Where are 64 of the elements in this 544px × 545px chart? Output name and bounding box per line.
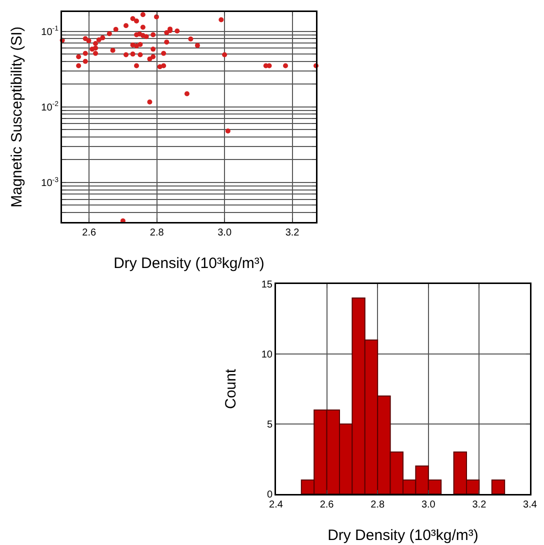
point bbox=[130, 52, 136, 57]
point bbox=[106, 31, 112, 36]
point bbox=[113, 26, 118, 32]
point bbox=[222, 52, 228, 58]
point bbox=[130, 16, 136, 22]
point bbox=[218, 17, 224, 22]
point bbox=[188, 36, 194, 42]
point bbox=[82, 50, 88, 56]
x-tick-label: 2.8 bbox=[370, 500, 385, 510]
point bbox=[96, 37, 102, 42]
point bbox=[147, 56, 152, 62]
point bbox=[100, 35, 106, 40]
x-axis-title: Dry Density (10³kg/m³) bbox=[114, 255, 264, 272]
point bbox=[150, 32, 156, 38]
point bbox=[110, 48, 116, 53]
point bbox=[161, 50, 166, 56]
point bbox=[86, 38, 92, 44]
point bbox=[144, 34, 149, 40]
x-tick-label: 2.6 bbox=[82, 228, 96, 238]
point bbox=[154, 14, 159, 20]
point bbox=[164, 40, 170, 45]
point bbox=[93, 40, 98, 46]
point bbox=[82, 58, 88, 64]
x-tick-label: 2.6 bbox=[320, 500, 334, 510]
point bbox=[138, 42, 143, 47]
point bbox=[82, 36, 88, 42]
x-tick-label: 3.2 bbox=[472, 500, 487, 510]
point bbox=[225, 128, 230, 134]
y-axis-title: Count bbox=[222, 368, 240, 410]
x-axis-title: Dry Density (10³kg/m³) bbox=[328, 527, 478, 544]
y-tick-label: 10 bbox=[261, 350, 273, 360]
y-tick-label: 10$^{-3}$ bbox=[41, 176, 59, 189]
y-axis-title: Magnetic Susceptibility (SI) bbox=[8, 26, 26, 208]
y-tick-label: 10$^{-2}$ bbox=[41, 101, 59, 114]
point bbox=[124, 52, 129, 58]
x-tick-label: 2.8 bbox=[150, 228, 164, 238]
point bbox=[124, 23, 129, 28]
point bbox=[150, 46, 156, 52]
x-tick-label: 2.4 bbox=[269, 500, 284, 510]
point bbox=[76, 63, 82, 68]
y-tick-label: 10$^{-1}$ bbox=[41, 26, 59, 38]
x-tick-label: 3.2 bbox=[285, 228, 300, 238]
x-tick-label: 3.4 bbox=[523, 500, 538, 510]
point bbox=[150, 54, 156, 60]
point bbox=[147, 100, 152, 105]
y-tick-label: 5 bbox=[266, 420, 273, 430]
point bbox=[194, 42, 200, 48]
point bbox=[134, 63, 140, 68]
point bbox=[140, 12, 146, 18]
point bbox=[161, 63, 166, 68]
point bbox=[134, 43, 140, 48]
point bbox=[184, 91, 190, 96]
y-tick-label: 15 bbox=[261, 280, 273, 290]
x-tick-label: 3.0 bbox=[421, 500, 436, 510]
point bbox=[140, 24, 146, 30]
point bbox=[174, 28, 180, 34]
point bbox=[138, 52, 143, 58]
point bbox=[93, 46, 98, 51]
point bbox=[134, 18, 140, 24]
point bbox=[283, 63, 288, 68]
y-tick-label: 0 bbox=[266, 490, 273, 500]
point bbox=[93, 50, 98, 56]
point bbox=[76, 54, 82, 60]
x-tick-label: 3.0 bbox=[218, 228, 232, 238]
